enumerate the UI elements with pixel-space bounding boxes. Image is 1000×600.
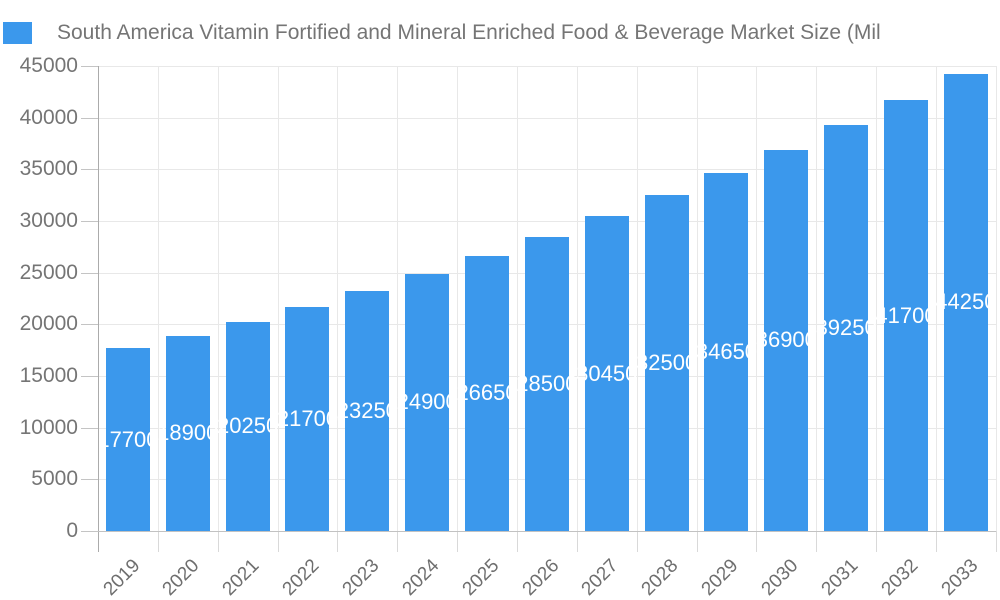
x-gridline (157, 66, 159, 531)
y-gridline (98, 117, 996, 119)
x-axis-tick (696, 531, 698, 552)
x-axis-label: 2020 (159, 555, 204, 600)
x-axis-line (98, 531, 996, 532)
y-axis-tick-label: 15000 (19, 364, 78, 387)
y-axis-tick-label: 0 (66, 519, 78, 542)
y-axis-tick-label: 45000 (19, 54, 78, 77)
x-gridline (995, 66, 997, 531)
x-gridline (756, 66, 758, 531)
bar-2032[interactable] (884, 100, 929, 531)
x-axis-tick (217, 531, 219, 552)
x-gridline (457, 66, 459, 531)
x-axis-tick (876, 531, 878, 552)
bar-2027[interactable] (584, 216, 629, 531)
bar-2029[interactable] (704, 172, 749, 531)
y-axis-tick (81, 117, 98, 119)
y-gridline (98, 66, 996, 67)
x-axis-tick (397, 531, 399, 552)
x-gridline (576, 66, 578, 531)
x-axis-label: 2019 (99, 555, 144, 600)
x-axis-tick (935, 531, 937, 552)
x-axis-tick (516, 531, 518, 552)
bar-2031[interactable] (824, 125, 869, 531)
x-axis-tick (576, 531, 578, 552)
x-axis-label: 2029 (697, 555, 743, 600)
y-axis-tick-label: 20000 (19, 312, 78, 336)
x-axis-tick (816, 531, 818, 552)
bar-2020[interactable] (165, 335, 210, 531)
x-axis-tick (157, 531, 159, 552)
x-axis-label: 2026 (518, 555, 563, 600)
x-axis-label: 2024 (398, 555, 444, 600)
x-axis-label: 2023 (338, 555, 384, 600)
x-axis-label: 2021 (218, 555, 264, 600)
x-gridline (516, 66, 518, 531)
x-gridline (397, 66, 399, 531)
y-axis-tick (81, 272, 98, 274)
y-axis-tick-label: 30000 (19, 209, 78, 232)
bar-2024[interactable] (405, 273, 450, 531)
bar-2019[interactable] (105, 348, 150, 531)
legend-swatch-icon (3, 22, 32, 44)
x-gridline (277, 66, 279, 531)
x-gridline (876, 66, 878, 531)
x-axis-tick (337, 531, 339, 552)
y-axis-line (98, 66, 99, 552)
y-axis-tick (81, 376, 98, 377)
x-axis-label: 2030 (757, 555, 803, 600)
x-axis-label: 2027 (578, 555, 623, 600)
x-axis-tick (457, 531, 459, 552)
x-axis-tick (995, 531, 997, 552)
y-axis-tick (81, 531, 98, 532)
y-axis-tick (81, 479, 98, 481)
y-axis-tick-label: 10000 (19, 415, 78, 439)
x-gridline (636, 66, 638, 531)
y-axis-tick-label: 25000 (19, 260, 78, 284)
x-gridline (337, 66, 339, 531)
bar-2021[interactable] (225, 321, 270, 531)
x-gridline (696, 66, 698, 531)
y-axis-tick-label: 40000 (19, 105, 78, 129)
y-axis-tick-label: 35000 (19, 157, 78, 181)
x-axis-label: 2025 (458, 555, 504, 600)
chart-title: South America Vitamin Fortified and Mine… (57, 21, 881, 44)
y-gridline (98, 221, 996, 222)
x-gridline (816, 66, 818, 531)
bar-2030[interactable] (764, 149, 809, 531)
x-axis-label: 2022 (278, 555, 324, 600)
y-axis-tick (81, 221, 98, 222)
bar-2023[interactable] (345, 290, 390, 531)
y-axis-tick-label: 5000 (31, 467, 78, 491)
x-axis-label: 2032 (877, 555, 923, 600)
bar-2025[interactable] (465, 255, 510, 531)
chart-legend[interactable]: South America Vitamin Fortified and Mine… (3, 21, 1000, 45)
x-axis-tick (756, 531, 758, 552)
x-axis-label: 2033 (937, 555, 982, 600)
y-axis-tick (81, 66, 98, 67)
x-gridline (935, 66, 937, 531)
x-axis-label: 2028 (637, 555, 683, 600)
x-axis-tick (636, 531, 638, 552)
y-gridline (98, 169, 996, 171)
y-axis-tick (81, 169, 98, 171)
x-gridline (217, 66, 219, 531)
bar-2026[interactable] (524, 236, 569, 531)
bar-2033[interactable] (943, 73, 988, 531)
x-axis-tick (277, 531, 279, 552)
x-axis-label: 2031 (817, 555, 863, 600)
bar-2022[interactable] (285, 306, 330, 531)
bar-2028[interactable] (644, 195, 689, 531)
y-axis-tick (81, 427, 98, 429)
y-axis-tick (81, 324, 98, 326)
